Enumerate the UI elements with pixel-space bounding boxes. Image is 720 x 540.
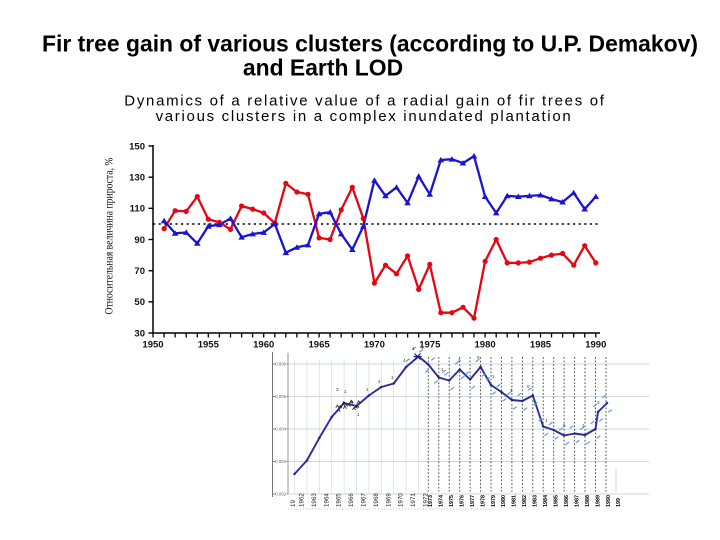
svg-text:Dynamics of a relative value o: Dynamics of a relative value of a radial… bbox=[124, 93, 605, 110]
svg-text:1984: 1984 bbox=[543, 495, 549, 507]
svg-text:4: 4 bbox=[378, 379, 381, 384]
svg-text:1972: 1972 bbox=[423, 493, 430, 507]
svg-text:Относительная величина прирост: Относительная величина прироста, % bbox=[104, 157, 116, 314]
svg-text:1: 1 bbox=[357, 412, 360, 417]
svg-text:1987: 1987 bbox=[574, 495, 580, 507]
svg-text:0: 0 bbox=[527, 384, 530, 389]
svg-text:and Earth LOD: and Earth LOD bbox=[243, 55, 403, 81]
svg-text:1960: 1960 bbox=[253, 340, 274, 351]
svg-text:1981: 1981 bbox=[512, 495, 518, 507]
svg-text:1975: 1975 bbox=[419, 340, 441, 351]
svg-text:0,005: 0,005 bbox=[275, 394, 286, 399]
svg-text:1971: 1971 bbox=[410, 493, 417, 507]
svg-text:1: 1 bbox=[421, 345, 424, 350]
svg-text:110: 110 bbox=[130, 204, 145, 215]
svg-text:0,003: 0,003 bbox=[275, 459, 286, 464]
svg-text:3: 3 bbox=[336, 387, 339, 392]
svg-text:1: 1 bbox=[441, 367, 444, 372]
svg-text:1990: 1990 bbox=[585, 340, 606, 351]
svg-text:0: 0 bbox=[458, 358, 461, 363]
svg-text:4: 4 bbox=[403, 358, 406, 363]
svg-text:1968: 1968 bbox=[373, 493, 380, 507]
svg-text:1976: 1976 bbox=[460, 495, 466, 507]
svg-text:1990: 1990 bbox=[606, 495, 612, 507]
svg-text:1980: 1980 bbox=[475, 340, 496, 351]
svg-text:3: 3 bbox=[597, 400, 600, 405]
svg-text:1962: 1962 bbox=[299, 493, 306, 507]
svg-text:1975: 1975 bbox=[449, 495, 455, 507]
svg-text:1982: 1982 bbox=[522, 495, 528, 507]
svg-text:1986: 1986 bbox=[564, 495, 570, 507]
svg-text:1965: 1965 bbox=[309, 340, 331, 351]
svg-text:1985: 1985 bbox=[554, 495, 560, 507]
svg-text:150: 150 bbox=[129, 141, 145, 152]
svg-text:0,002: 0,002 bbox=[275, 492, 286, 497]
svg-text:1967: 1967 bbox=[361, 493, 368, 507]
svg-text:0: 0 bbox=[563, 423, 566, 428]
svg-text:1985: 1985 bbox=[530, 340, 552, 351]
svg-text:1965: 1965 bbox=[336, 493, 343, 507]
svg-text:1964: 1964 bbox=[323, 493, 330, 507]
svg-text:1963: 1963 bbox=[311, 493, 318, 507]
svg-text:1950: 1950 bbox=[142, 340, 163, 351]
svg-text:50: 50 bbox=[134, 297, 145, 308]
svg-text:0,006: 0,006 bbox=[275, 362, 286, 367]
svg-text:various clusters in a complex: various clusters in a complex inundated … bbox=[156, 108, 573, 125]
svg-text:19: 19 bbox=[290, 500, 297, 507]
svg-text:1979: 1979 bbox=[491, 495, 497, 507]
svg-text:70: 70 bbox=[134, 266, 145, 277]
svg-text:4: 4 bbox=[412, 346, 415, 351]
svg-text:1: 1 bbox=[344, 389, 347, 394]
svg-text:0: 0 bbox=[477, 355, 480, 360]
svg-text:1989: 1989 bbox=[595, 495, 601, 507]
svg-text:1955: 1955 bbox=[198, 340, 220, 351]
svg-text:1970: 1970 bbox=[364, 340, 385, 351]
svg-text:1: 1 bbox=[366, 387, 369, 392]
svg-text:1: 1 bbox=[582, 423, 585, 428]
svg-text:1: 1 bbox=[545, 418, 548, 423]
svg-text:30: 30 bbox=[134, 328, 145, 339]
svg-text:1973: 1973 bbox=[428, 495, 434, 507]
svg-text:1: 1 bbox=[510, 388, 513, 393]
svg-text:1: 1 bbox=[391, 375, 394, 380]
svg-text:1969: 1969 bbox=[385, 493, 392, 507]
svg-text:90: 90 bbox=[134, 235, 145, 246]
svg-text:130: 130 bbox=[129, 173, 145, 184]
svg-text:Fir tree gain of various clust: Fir tree gain of various clusters (accor… bbox=[42, 31, 698, 57]
svg-text:1974: 1974 bbox=[439, 495, 445, 507]
svg-text:199: 199 bbox=[616, 498, 622, 507]
svg-text:1970: 1970 bbox=[398, 493, 405, 507]
svg-text:1980: 1980 bbox=[501, 495, 507, 507]
svg-text:1988: 1988 bbox=[585, 495, 591, 507]
svg-text:1978: 1978 bbox=[480, 495, 486, 507]
svg-text:1983: 1983 bbox=[533, 495, 539, 507]
svg-text:1977: 1977 bbox=[470, 495, 476, 507]
svg-text:1966: 1966 bbox=[348, 493, 355, 507]
svg-text:1: 1 bbox=[492, 374, 495, 379]
svg-text:0,004: 0,004 bbox=[275, 427, 286, 432]
